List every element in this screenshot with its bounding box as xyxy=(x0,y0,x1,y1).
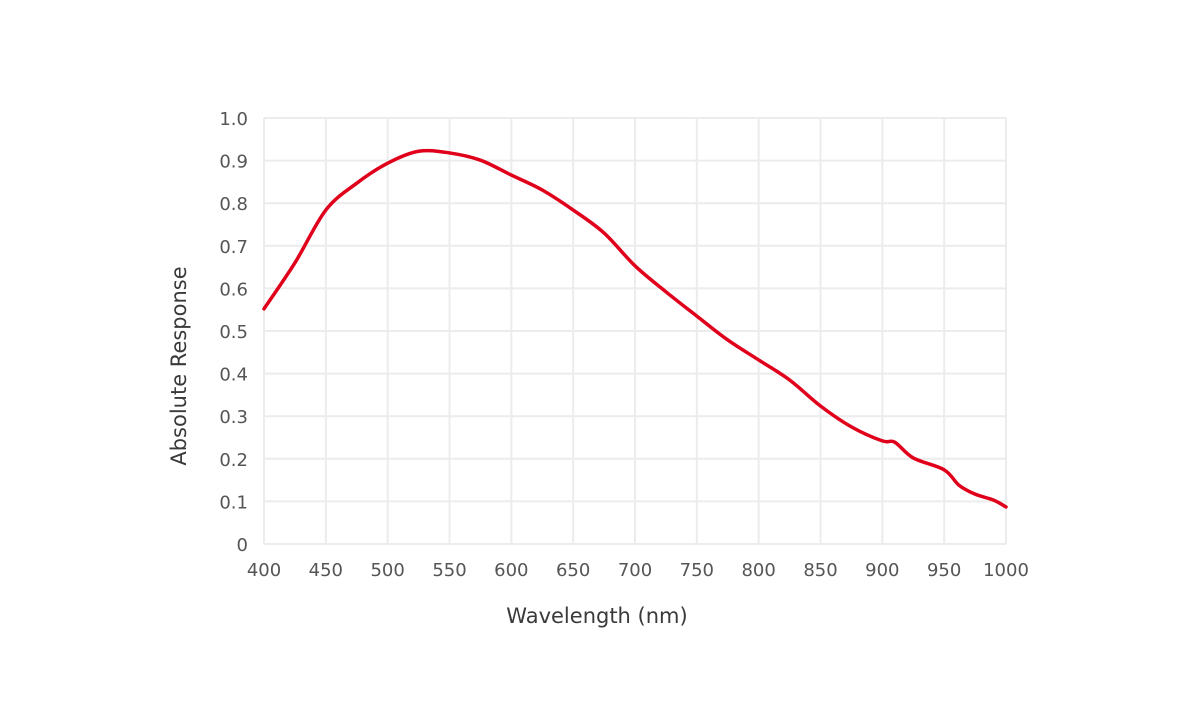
x-tick-label: 700 xyxy=(618,560,652,581)
x-tick-label: 550 xyxy=(432,560,466,581)
x-tick-label: 800 xyxy=(741,560,775,581)
y-tick-label: 0.7 xyxy=(219,237,248,258)
x-tick-label: 750 xyxy=(680,560,714,581)
y-tick-label: 0.4 xyxy=(219,365,248,386)
x-tick-label: 500 xyxy=(370,560,404,581)
x-tick-label: 1000 xyxy=(983,560,1029,581)
x-tick-label: 600 xyxy=(494,560,528,581)
series-line xyxy=(262,148,1008,509)
x-tick-label: 900 xyxy=(865,560,899,581)
y-tick-label: 0.3 xyxy=(219,407,248,428)
x-tick-label: 400 xyxy=(247,560,281,581)
x-tick-label: 650 xyxy=(556,560,590,581)
y-tick-label: 0.5 xyxy=(219,322,248,343)
x-axis-label: Wavelength (nm) xyxy=(506,604,687,628)
x-tick-label: 850 xyxy=(803,560,837,581)
x-tick-label: 450 xyxy=(309,560,343,581)
y-tick-label: 1.0 xyxy=(219,109,248,130)
y-tick-label: 0.2 xyxy=(219,450,248,471)
y-axis-label: Absolute Response xyxy=(167,266,191,465)
y-tick-label: 0.1 xyxy=(219,492,248,513)
x-tick-label: 950 xyxy=(927,560,961,581)
y-axis-ticks: 0 0.1 0.2 0.3 0.4 0.5 0.6 0.7 0.8 0.9 1.0 xyxy=(219,109,248,556)
y-tick-label: 0.9 xyxy=(219,152,248,173)
y-tick-label: 0 xyxy=(237,535,248,556)
y-tick-label: 0.8 xyxy=(219,194,248,215)
series-layer xyxy=(262,148,1008,509)
grid xyxy=(263,117,1007,545)
x-axis-ticks: 400 450 500 550 600 650 700 750 800 850 900 950 1000 xyxy=(247,560,1029,581)
y-tick-label: 0.6 xyxy=(219,279,248,300)
